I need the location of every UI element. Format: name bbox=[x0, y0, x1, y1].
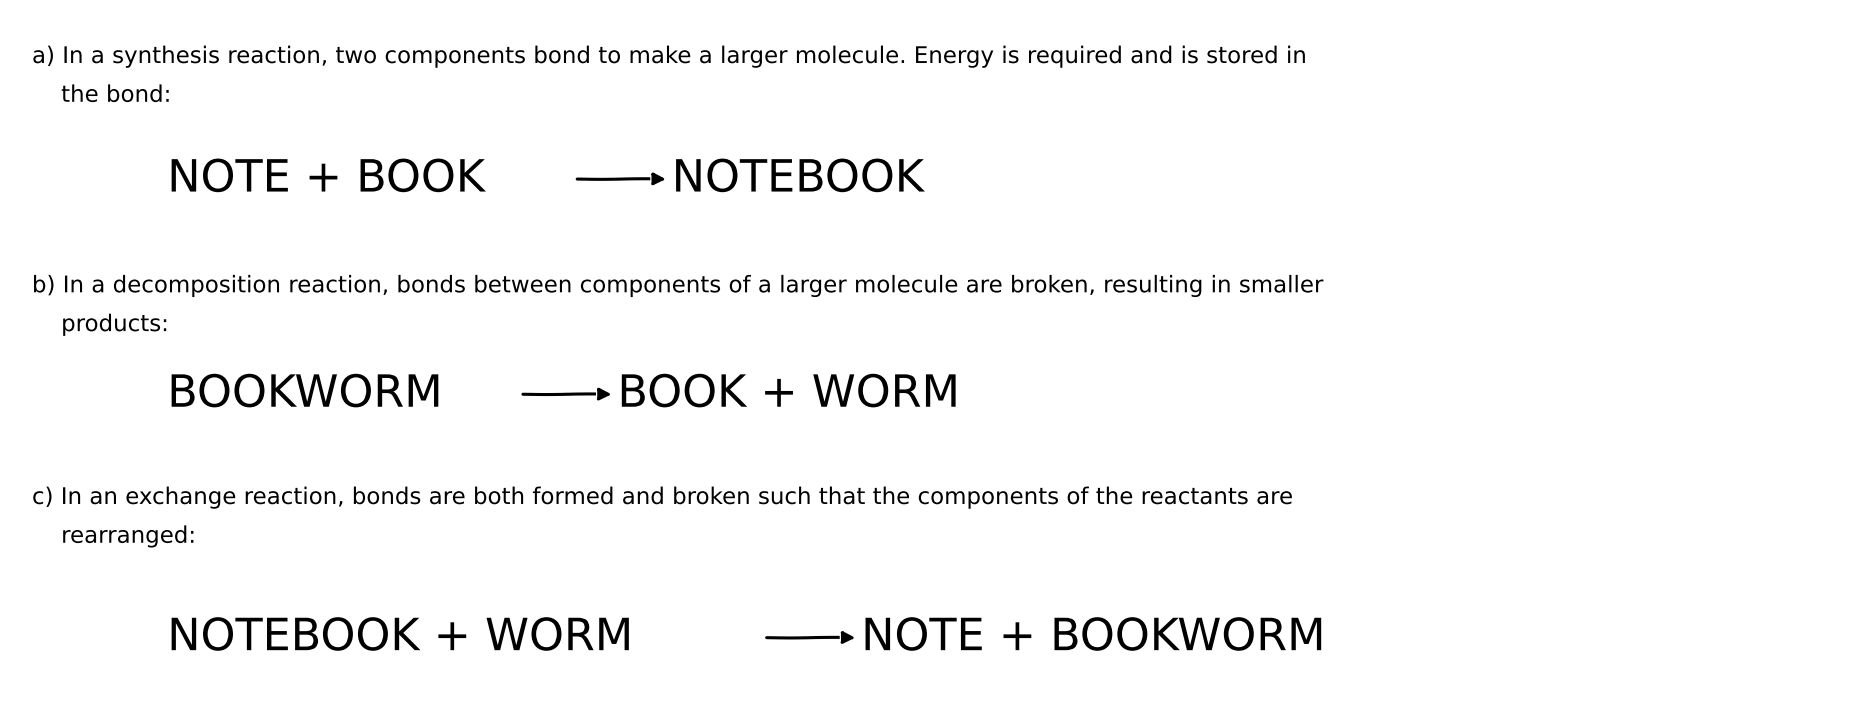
Text: c) In an exchange reaction, bonds are both formed and broken such that the compo: c) In an exchange reaction, bonds are bo… bbox=[32, 486, 1292, 509]
Text: products:: products: bbox=[32, 313, 169, 336]
Text: BOOK + WORM: BOOK + WORM bbox=[618, 373, 961, 415]
Text: NOTE + BOOKWORM: NOTE + BOOKWORM bbox=[862, 616, 1326, 659]
Text: NOTE + BOOK: NOTE + BOOK bbox=[167, 157, 485, 201]
Text: a) In a synthesis reaction, two components bond to make a larger molecule. Energ: a) In a synthesis reaction, two componen… bbox=[32, 45, 1305, 68]
Text: NOTEBOOK: NOTEBOOK bbox=[672, 157, 923, 201]
Text: b) In a decomposition reaction, bonds between components of a larger molecule ar: b) In a decomposition reaction, bonds be… bbox=[32, 274, 1322, 297]
Text: rearranged:: rearranged: bbox=[32, 525, 197, 548]
Text: BOOKWORM: BOOKWORM bbox=[167, 373, 442, 415]
Text: NOTEBOOK + WORM: NOTEBOOK + WORM bbox=[167, 616, 633, 659]
Text: the bond:: the bond: bbox=[32, 84, 170, 107]
